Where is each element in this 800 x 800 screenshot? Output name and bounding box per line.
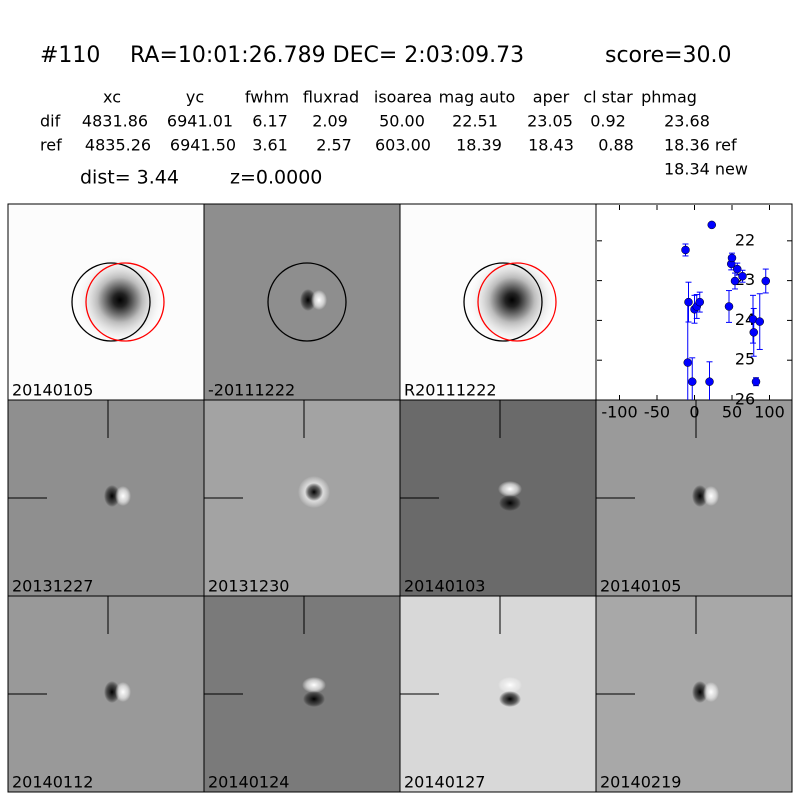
source [115,486,131,506]
point [733,264,742,274]
column-header: aper [533,88,570,107]
y-tick-label: 22 [735,230,755,249]
column-header: phmag [641,88,697,107]
aperture [71,262,151,342]
column-header: fluxrad [303,88,359,107]
point [724,302,734,311]
column-header: mag auto [439,88,516,107]
stamp-label: 20131230 [208,577,289,596]
table-cell: 6.17 [252,112,288,131]
table-cell: 4835.26 [85,136,151,155]
source [104,681,120,703]
column-header: cl star [583,88,633,107]
aperture [463,262,543,342]
redshift: z=0.0000 [230,167,322,189]
x-tick-label: 100 [754,403,785,422]
stamp-label: 20140105 [12,381,93,400]
x-tick-label: 50 [722,403,742,422]
point [751,377,761,386]
point [755,317,764,326]
table-cell: 2.57 [316,136,352,155]
stamp-label: 20140124 [208,773,289,792]
point [738,271,747,281]
x-tick-label: -50 [644,403,670,422]
source [703,486,719,506]
plot-marks [681,220,770,400]
source [311,290,327,310]
source [499,495,521,511]
stamp-label: R20111222 [404,381,497,400]
row-label: ref [40,136,62,155]
stamp-label: 20140219 [600,773,681,792]
stamp-label: 20131227 [12,577,93,596]
table-cell: 0.92 [590,112,626,131]
source [115,682,131,702]
source [499,691,521,707]
point [688,377,697,386]
table-cell: 6941.01 [167,112,233,131]
row-label: dif [40,112,61,131]
source [692,485,708,507]
table-cell: 4831.86 [82,112,148,131]
table-cell: 18.36 ref [664,136,737,155]
stamp-label: 20140103 [404,577,485,596]
table-cell: 0.88 [598,136,634,155]
source [302,677,326,693]
source [75,255,165,345]
table-cell: 6941.50 [170,136,236,155]
candidate-id: #110 [40,43,100,68]
point [705,377,714,386]
point [749,328,758,337]
source [498,677,522,693]
coordinates: RA=10:01:26.789 DEC= 2:03:09.73 [130,43,524,68]
table-cell: 603.00 [375,136,431,155]
stamp-label: 20140112 [12,773,93,792]
phmag-new: 18.34 new [664,160,748,179]
table-cell: 18.39 [456,136,502,155]
table-cell: 50.00 [379,112,425,131]
source [104,485,120,507]
stamp-label: -20111222 [208,381,295,400]
column-header: yc [186,88,204,107]
stamp-label: 20140105 [600,577,681,596]
source [305,483,323,501]
point [730,276,740,286]
point [695,297,704,307]
aperture [477,262,557,342]
point [681,245,690,255]
table-cell: 2.09 [312,112,348,131]
score: score=30.0 [605,43,732,68]
point [727,253,737,263]
table-cell: 3.61 [252,136,288,155]
source [467,255,557,345]
table-cell: 22.51 [452,112,498,131]
table-cell: 18.43 [528,136,574,155]
point [761,276,770,286]
point [684,297,693,307]
table-cell: 23.68 [664,112,710,131]
source [692,681,708,703]
y-tick-label: 25 [735,350,755,369]
x-tick-label: 0 [689,403,699,422]
source [703,682,719,702]
source [300,289,316,311]
y-tick-label: 26 [735,390,755,409]
source [498,481,522,497]
column-header: isoarea [374,88,432,107]
point [683,358,692,367]
aperture [85,262,165,342]
column-header: xc [103,88,121,107]
y-tick-label: 24 [735,310,755,329]
table-cell: 23.05 [527,112,573,131]
stamp-label: 20140127 [404,773,485,792]
point [707,220,716,230]
distance: dist= 3.44 [80,167,179,189]
aperture [267,262,347,342]
column-header: fwhm [245,88,289,107]
source [303,691,325,707]
x-tick-label: -100 [601,403,637,422]
